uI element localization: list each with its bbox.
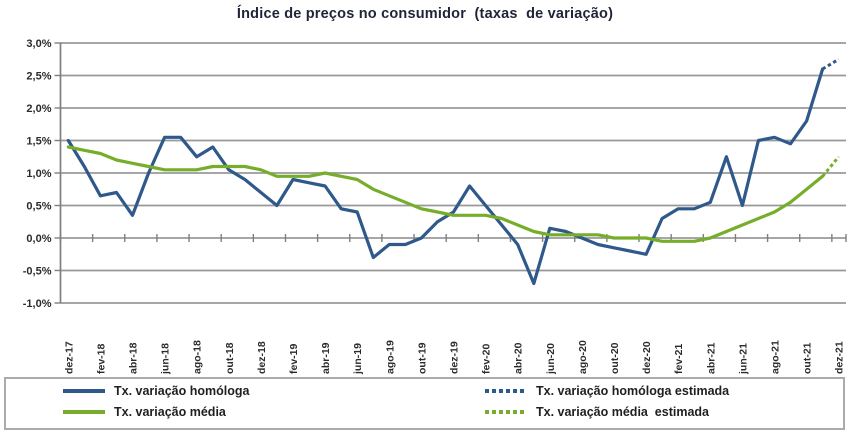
svg-text:3,0%: 3,0% (26, 38, 51, 50)
svg-text:fev-21: fev-21 (673, 343, 685, 374)
svg-text:ago-21: ago-21 (770, 340, 782, 374)
svg-text:dez-21: dez-21 (834, 341, 846, 374)
svg-text:jun-21: jun-21 (737, 343, 749, 375)
legend-label: Tx. variação média (114, 405, 226, 419)
y-tick-labels: 3,0% 2,5% 2,0% 1,5% 1,0% 0,5% 0,0% -0,5% -1,0% (23, 38, 52, 310)
plot-area: 3,0% 2,5% 2,0% 1,5% 1,0% 0,5% 0,0% -0,5% -1,0% de… (23, 38, 847, 375)
svg-text:dez-19: dez-19 (449, 341, 461, 374)
legend-item-homologa: Tx. variação homóloga (63, 385, 249, 398)
svg-text:out-19: out-19 (416, 342, 428, 374)
svg-text:2,0%: 2,0% (26, 103, 51, 115)
svg-text:1,0%: 1,0% (26, 168, 51, 180)
legend-swatch-homologa-solid-line (63, 389, 105, 394)
legend-swatch-media-dashed-line (485, 410, 527, 415)
svg-text:dez-20: dez-20 (641, 341, 653, 374)
svg-text:abr-18: abr-18 (128, 342, 140, 374)
series-line-media (66, 145, 825, 243)
svg-text:-1,0%: -1,0% (23, 298, 52, 310)
svg-text:out-18: out-18 (224, 342, 236, 374)
svg-text:0,0%: 0,0% (26, 233, 51, 245)
chart-title: Índice de preços no consumidor (taxas de… (236, 6, 614, 22)
svg-text:jun-18: jun-18 (160, 343, 172, 375)
svg-text:abr-20: abr-20 (513, 342, 525, 374)
svg-text:jun-20: jun-20 (545, 343, 557, 375)
svg-text:fev-19: fev-19 (288, 343, 300, 374)
legend-label: Tx. variação homóloga estimada (536, 384, 730, 398)
svg-text:dez-18: dez-18 (256, 341, 268, 374)
legend-swatch-media-solid-line (63, 410, 105, 415)
svg-text:2,5%: 2,5% (26, 71, 51, 83)
series-line-media-estimada (821, 155, 840, 178)
svg-text:1,5%: 1,5% (26, 136, 51, 148)
svg-text:-0,5%: -0,5% (23, 266, 52, 278)
legend-label: Tx. variação homóloga (114, 384, 250, 398)
svg-text:ago-19: ago-19 (384, 340, 396, 374)
svg-text:ago-20: ago-20 (577, 340, 589, 374)
legend-swatch-homologa-dashed-line (485, 389, 527, 394)
y-axis (54, 42, 62, 304)
svg-text:out-20: out-20 (609, 342, 621, 374)
legend-item-media-estimada: Tx. variação média estimada (485, 406, 709, 419)
svg-text:out-21: out-21 (802, 342, 814, 374)
svg-text:jun-19: jun-19 (352, 343, 364, 375)
legend: Tx. variação homóloga Tx. variação homól… (4, 377, 845, 430)
legend-item-media: Tx. variação média (63, 406, 226, 419)
series-line-homologa-estimada (821, 58, 840, 71)
series-line-homologa (66, 67, 825, 286)
x-tick-labels: dez-17 fev-18 abr-18 jun-18 ago-18 out-18 dez-… (63, 340, 845, 375)
svg-text:0,5%: 0,5% (26, 201, 51, 213)
svg-text:abr-21: abr-21 (705, 342, 717, 374)
svg-text:fev-20: fev-20 (481, 343, 493, 374)
legend-item-homologa-estimada: Tx. variação homóloga estimada (485, 385, 729, 398)
svg-text:fev-18: fev-18 (95, 343, 107, 374)
legend-label: Tx. variação média estimada (536, 405, 710, 419)
svg-text:ago-18: ago-18 (192, 340, 204, 374)
svg-text:abr-19: abr-19 (320, 342, 332, 374)
svg-text:dez-17: dez-17 (63, 341, 75, 374)
gridlines (60, 42, 846, 304)
